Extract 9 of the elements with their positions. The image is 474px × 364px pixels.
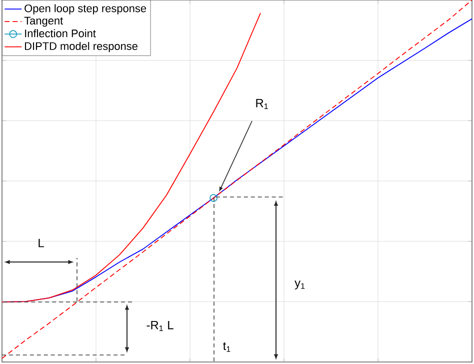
annotation: t$_{1}$: [223, 342, 230, 352]
legend-label: Inflection Point: [25, 29, 96, 38]
legend-label: Open loop step response: [24, 4, 146, 14]
annotation: R$_{1}$: [256, 98, 268, 110]
annotation: L: [38, 238, 44, 248]
legend-label: Tangent: [24, 16, 64, 27]
annotation: -R$_{1}$ L: [146, 320, 174, 332]
annotation: y$_{1}$: [294, 280, 305, 290]
legend-label: DIPTD model response: [24, 42, 138, 52]
